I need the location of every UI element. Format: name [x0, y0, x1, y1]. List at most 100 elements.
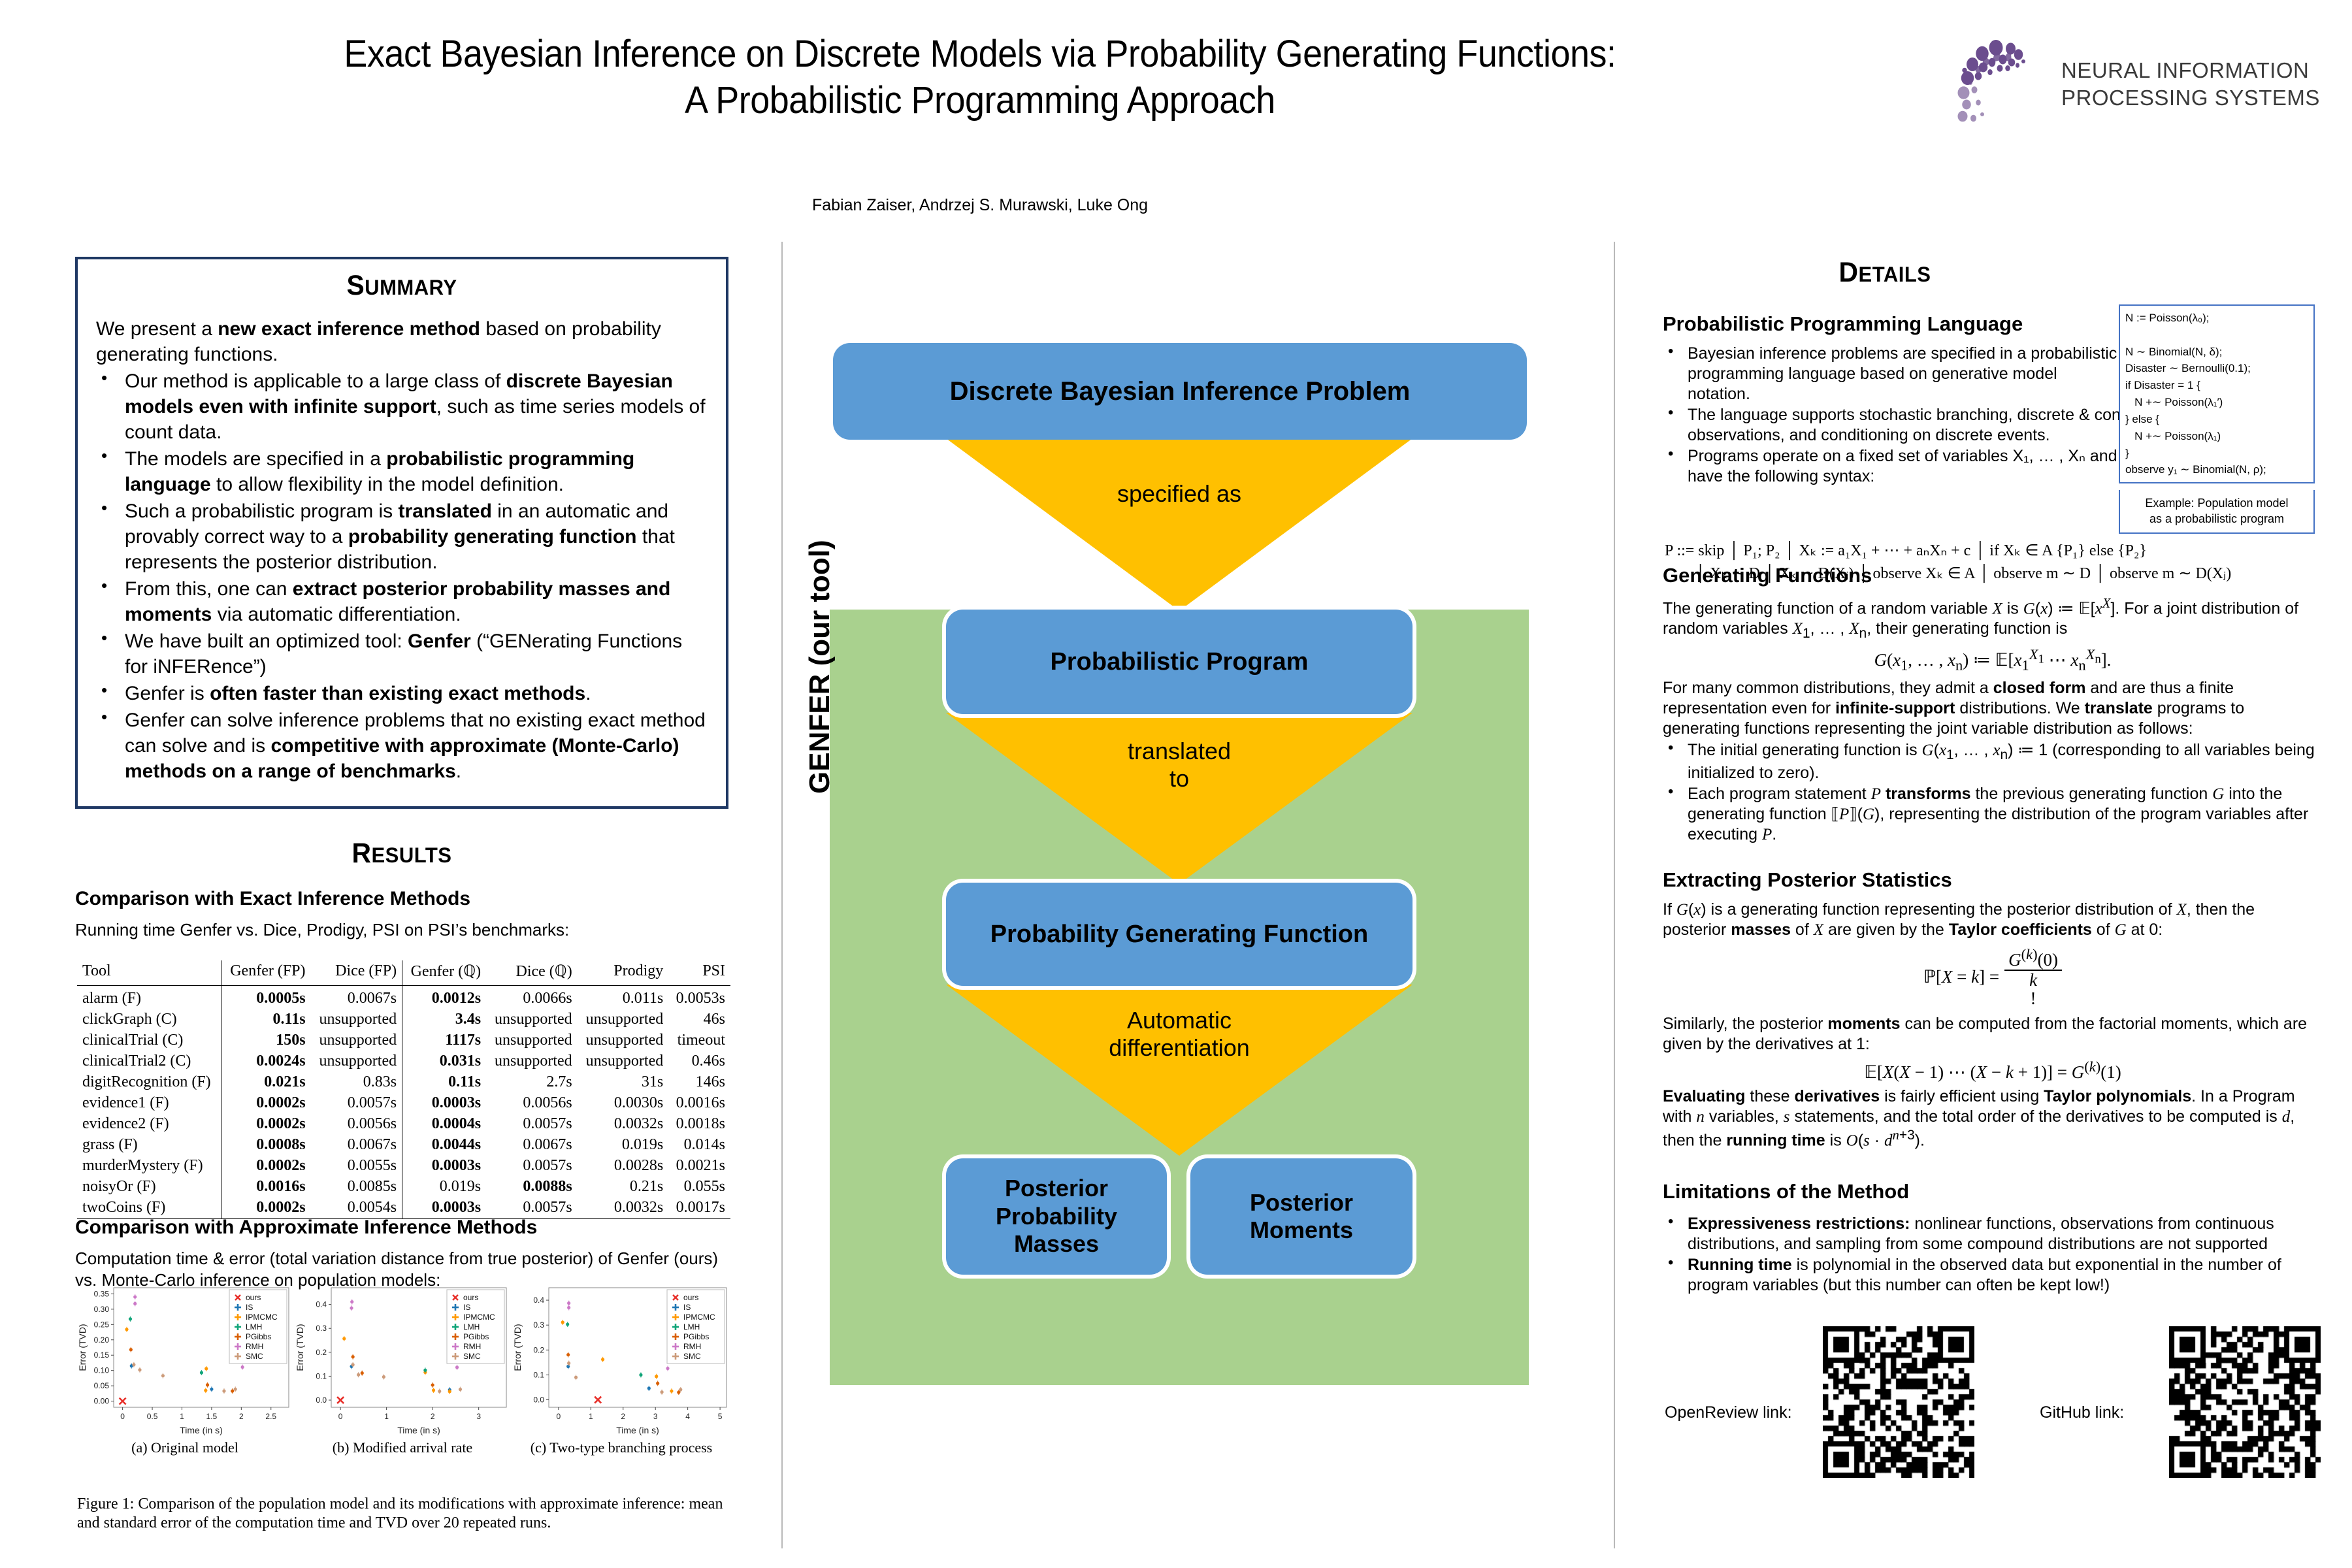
code-line: } else {: [2125, 412, 2159, 425]
flow-box-masses-label: Posterior Probability Masses: [995, 1175, 1118, 1258]
table-row: digitRecognition (F) 0.021s 0.83s 0.11s 2.7s…: [77, 1071, 730, 1093]
svg-text:2: 2: [239, 1412, 244, 1421]
results-approx-section: Comparison with Approximate Inference Me…: [75, 1217, 728, 1291]
flow-arrow-translated-to: translated to: [946, 713, 1413, 884]
code-line: N +∼ Poisson(λ₁): [2125, 429, 2221, 442]
github-qr-code[interactable]: [2169, 1326, 2321, 1478]
neurips-logo-text: NEURAL INFORMATION PROCESSING SYSTEMS: [2061, 57, 2320, 112]
svg-text:1: 1: [180, 1412, 184, 1421]
svg-text:LMH: LMH: [463, 1322, 480, 1331]
scatter-plot: 0 1 2 3 4 5 0.0 0.1 0.2 0.3 0.4 Time (in s) Error (T…: [512, 1287, 727, 1435]
table-cell: 0.031s: [402, 1051, 487, 1072]
svg-text:2: 2: [431, 1412, 435, 1421]
svg-text:LMH: LMH: [683, 1322, 700, 1331]
table-cell: unsupported: [585, 1011, 664, 1028]
table-cell: 0.055s: [683, 1178, 725, 1195]
svg-text:IS: IS: [463, 1303, 470, 1312]
table-cell: 0.0067s: [523, 1136, 572, 1153]
table-cell: unsupported: [319, 1053, 397, 1070]
legend-entry: LMH: [235, 1322, 262, 1331]
svg-text:0.0: 0.0: [533, 1396, 544, 1405]
data-point: [594, 1396, 602, 1404]
details-heading: DETAILS: [1838, 257, 1931, 288]
legend-entry: SMC: [672, 1352, 701, 1361]
table-cell: 0.0017s: [676, 1199, 725, 1216]
code-line: N ∼ Binomial(N, δ);: [2125, 345, 2223, 358]
example-program-caption: Example: Population model as a probabili…: [2119, 490, 2315, 534]
legend-entry: PGibbs: [672, 1332, 709, 1341]
example-program-code: N := Poisson(λ₀); N ∼ Binomial(N, δ); Dis…: [2119, 304, 2315, 484]
svg-text:2.5: 2.5: [265, 1412, 276, 1421]
results-approx-intro: Computation time & error (total variatio…: [75, 1249, 719, 1290]
table-cell: 0.0016s: [221, 1176, 311, 1198]
code-line: N +∼ Poisson(λ₁′): [2125, 396, 2223, 409]
table-cell: 0.0085s: [347, 1178, 397, 1195]
legend-entry: ours: [672, 1293, 698, 1302]
flow-arrow-specified-as: specified as: [946, 438, 1413, 611]
gf-bullet-list: The initial generating function is G(x1,…: [1663, 738, 2323, 845]
table-cell: 0.0018s: [676, 1115, 725, 1132]
table-cell: 0.0032s: [613, 1199, 664, 1216]
table-cell: 0.0024s: [221, 1051, 311, 1072]
genfer-band-label: GENFER (our tool): [804, 540, 836, 794]
svg-text:RMH: RMH: [683, 1342, 701, 1351]
svg-text:0.30: 0.30: [94, 1305, 110, 1314]
table-cell-tool: noisyOr (F): [82, 1178, 156, 1195]
gf-paragraph-2: For many common distributions, they admi…: [1663, 678, 2245, 738]
table-cell: 150s: [221, 1030, 311, 1051]
gf-heading: Generating Functions: [1663, 564, 1872, 587]
flow-box-program: Probabilistic Program: [946, 610, 1413, 714]
arrow-label-line-2: to: [1169, 765, 1190, 792]
list-item: Genfer can solve inference problems that…: [96, 706, 708, 784]
table-row: evidence2 (F) 0.0002s 0.0056s 0.0004s 0.0057…: [77, 1113, 730, 1135]
table-row: noisyOr (F) 0.0016s 0.0085s 0.019s 0.0088s 0.…: [77, 1176, 730, 1198]
chart-b-caption: (b) Modified arrival rate: [332, 1439, 473, 1456]
openreview-qr-code[interactable]: [1823, 1326, 1974, 1478]
x-axis-label: Time (in s): [180, 1425, 223, 1435]
svg-text:SMC: SMC: [246, 1352, 263, 1361]
arrow-triangle: [946, 438, 1413, 611]
svg-text:SMC: SMC: [683, 1352, 701, 1361]
svg-text:0.20: 0.20: [94, 1335, 110, 1345]
chart-a: 0 0.5 1 1.5 2 2.5 0.00 0.05 0.10 0.15 0.20 0.25 0.30…: [77, 1284, 293, 1437]
flow-box-program-label: Probabilistic Program: [1050, 647, 1309, 676]
summary-heading: SUMMARY: [346, 270, 457, 301]
svg-text:0.05: 0.05: [94, 1381, 110, 1390]
table-cell: unsupported: [495, 1032, 572, 1049]
svg-text:PGibbs: PGibbs: [246, 1332, 271, 1341]
summary-lead: We present a new exact inference method …: [96, 318, 661, 365]
chart-c-caption: (c) Two-type branching process: [530, 1439, 713, 1456]
flow-box-moments: Posterior Moments: [1190, 1158, 1413, 1275]
table-header-row: Tool Genfer (FP) Dice (FP) Genfer (ℚ) Dice (…: [77, 960, 730, 986]
table-cell: 0.0030s: [613, 1094, 664, 1111]
github-link-label: GitHub link:: [2040, 1403, 2125, 1422]
svg-text:0.1: 0.1: [533, 1370, 544, 1379]
table-cell: 1117s: [402, 1030, 487, 1051]
table-cell: 0.0003s: [402, 1155, 487, 1177]
grammar-line-2: │ Xₖ ∼ D │ Xₖ ∼ D(Xⱼ) │ observe Xₖ ∈ A │…: [1695, 564, 2232, 582]
svg-text:0.10: 0.10: [94, 1366, 110, 1375]
table-row: murderMystery (F) 0.0002s 0.0055s 0.0003s 0.…: [77, 1155, 730, 1177]
table-cell: 0.019s: [402, 1176, 487, 1198]
table-cell: 0.0016s: [676, 1094, 725, 1111]
gf-equation-1: G(x1, … , xn) ≔ 𝔼[x1X1 ⋯ xnXn].: [1874, 646, 2112, 674]
svg-text:0.5: 0.5: [147, 1412, 158, 1421]
stats-equation-1: ℙ[X = k] = G(k)(0) k!: [1663, 947, 2323, 1007]
table-cell: unsupported: [319, 1032, 397, 1049]
table-cell: 0.0067s: [347, 990, 397, 1007]
summary-panel: SUMMARY We present a new exact inference…: [75, 257, 728, 809]
x-axis-label: Time (in s): [616, 1425, 659, 1435]
column-divider-left: [781, 242, 783, 1548]
flow-box-problem: Discrete Bayesian Inference Problem: [833, 343, 1527, 440]
svg-text:0.0: 0.0: [316, 1396, 327, 1405]
table-cell: 0.0056s: [347, 1115, 397, 1132]
list-item: From this, one can extract posterior pro…: [96, 575, 708, 627]
legend-entry: IPMCMC: [672, 1313, 715, 1322]
list-item: The models are specified in a probabilis…: [96, 445, 708, 497]
chart-b: 0 1 2 3 0.0 0.1 0.2 0.3 0.4 Time (in s) Error (TVD…: [295, 1284, 510, 1437]
code-line: N := Poisson(λ₀);: [2125, 312, 2210, 324]
table-cell-tool: evidence1 (F): [82, 1094, 169, 1111]
table-cell: unsupported: [585, 1032, 664, 1049]
table-cell: 0.0002s: [221, 1197, 311, 1218]
flow-box-pgf-label: Probability Generating Function: [990, 920, 1369, 948]
